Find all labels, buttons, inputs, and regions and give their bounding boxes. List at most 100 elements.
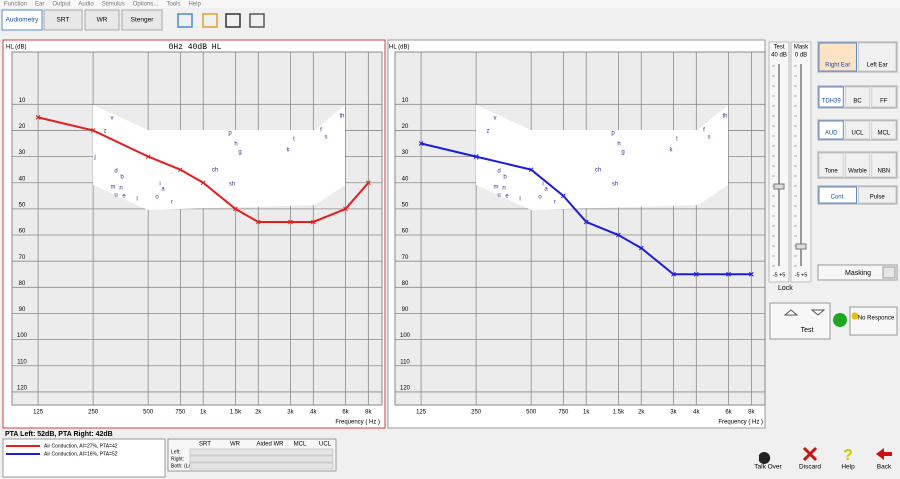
toggle-label[interactable]: NBN (877, 169, 890, 175)
toggle-label[interactable]: Warble (848, 169, 867, 175)
toggle-label[interactable]: Right Ear (825, 63, 850, 69)
lock-label[interactable]: Lock (778, 285, 793, 292)
masking-label[interactable]: Masking (845, 270, 871, 277)
toggle-button[interactable] (818, 186, 857, 204)
toggle-label[interactable]: FF (880, 99, 888, 105)
data-point (35, 115, 41, 120)
data-point (310, 219, 316, 225)
tab[interactable] (1, 9, 43, 31)
menu-item[interactable]: Ear (35, 2, 44, 8)
toolbar-icon[interactable] (225, 13, 241, 28)
toggle-button[interactable] (844, 86, 871, 108)
tab-label[interactable]: WR (97, 17, 108, 24)
toggle-button[interactable] (871, 120, 897, 140)
slider-thumb[interactable] (773, 183, 785, 190)
toolbar-icon[interactable] (177, 13, 193, 28)
slider-label: Test (773, 45, 784, 51)
toggle-label[interactable]: UCL (851, 131, 864, 137)
toggle-button[interactable] (818, 120, 844, 140)
no-response-label[interactable]: No Responce (858, 316, 895, 322)
toggle-button[interactable] (871, 152, 897, 178)
tab-label[interactable]: SRT (57, 17, 70, 24)
menu-item[interactable]: Tools (166, 2, 180, 8)
speech-sound: z (104, 129, 107, 135)
x-tick-label: 500 (143, 410, 154, 416)
data-point (178, 167, 183, 173)
level-arrows[interactable] (783, 309, 826, 316)
toggle-label[interactable]: Left Ear (867, 63, 888, 69)
data-point (638, 245, 644, 251)
speech-sound: z (487, 129, 490, 135)
x-tick-label: 1.5k (613, 410, 625, 416)
speech-sound: sh (612, 182, 618, 188)
y-tick-label: 30 (402, 150, 409, 156)
menu-item[interactable]: Audio (78, 2, 94, 8)
toggle-button[interactable] (818, 42, 857, 72)
speech-sound: f (320, 128, 322, 134)
toolbar-icon[interactable] (249, 13, 265, 28)
speech-sound: k (670, 148, 674, 154)
data-point (145, 154, 151, 159)
speech-sound: i (159, 182, 160, 188)
tab-label[interactable]: Audiometry (6, 17, 40, 24)
y-tick-label: 70 (19, 255, 26, 261)
y-tick-label: 10 (19, 98, 26, 104)
tab-label[interactable]: Stenger (131, 17, 155, 24)
speech-sound: ch (212, 168, 218, 174)
menu-item[interactable]: Options... (133, 2, 159, 8)
menu-item[interactable]: Help (188, 2, 201, 8)
speech-sound: p (228, 131, 232, 137)
data-point (583, 219, 589, 225)
speech-sound: o (538, 195, 542, 201)
y-tick-label: 60 (402, 229, 409, 235)
y-tick-label: 40 (19, 176, 26, 182)
tab[interactable] (43, 9, 83, 31)
toggle-label[interactable]: AUD (825, 131, 838, 137)
test-box[interactable] (769, 302, 831, 340)
toggle-button[interactable] (844, 120, 871, 140)
x-tick-label: 750 (175, 410, 186, 416)
toggle-button[interactable] (858, 186, 897, 204)
tab[interactable] (121, 9, 163, 31)
action-label[interactable]: Back (877, 464, 892, 471)
data-point (200, 180, 206, 186)
toggle-label[interactable]: MCL (877, 131, 890, 137)
toggle-button[interactable] (844, 152, 871, 178)
speech-sound: b (503, 175, 507, 181)
action-label[interactable]: Talk Over (754, 464, 782, 471)
action-label[interactable]: Help (841, 464, 855, 471)
toggle-button[interactable] (818, 152, 844, 178)
x-tick-label: 8k (365, 410, 372, 416)
toggle-button[interactable] (858, 42, 897, 72)
toggle-label[interactable]: Tone (825, 169, 839, 175)
toggle-button[interactable] (818, 86, 844, 108)
toggle-label[interactable]: TDH39 (822, 99, 842, 105)
toggle-button[interactable] (871, 86, 897, 108)
y-tick-label: 120 (400, 386, 411, 392)
x-tick-label: 500 (526, 410, 537, 416)
x-tick-label: 3k (287, 410, 294, 416)
menu-item[interactable]: Output (52, 2, 70, 8)
data-point (473, 154, 479, 159)
no-response-box[interactable] (849, 306, 898, 336)
action-label[interactable]: Discard (799, 464, 821, 471)
speech-sound: m (494, 185, 499, 191)
slider-label: Mask (794, 45, 809, 51)
toggle-label[interactable]: Pulse (870, 195, 886, 201)
tab[interactable] (84, 9, 120, 31)
toggle-label[interactable]: Cont. (831, 195, 846, 201)
x-tick-label: 4k (693, 410, 700, 416)
test-button[interactable]: Test (801, 327, 814, 334)
x-tick-label: 1.5k (230, 410, 242, 416)
discard-icon (802, 446, 818, 462)
toolbar-icon[interactable] (202, 13, 218, 28)
data-point (693, 271, 699, 277)
menu-item[interactable]: Function (4, 2, 27, 8)
dropdown-arrow[interactable] (882, 266, 896, 279)
masking-dropdown[interactable] (817, 264, 898, 281)
slider-thumb[interactable] (795, 243, 807, 250)
toggle-label[interactable]: BC (853, 99, 862, 105)
speech-sound: s (708, 135, 711, 141)
speech-sound: f (703, 128, 705, 134)
menu-item[interactable]: Stimulus (102, 2, 125, 8)
